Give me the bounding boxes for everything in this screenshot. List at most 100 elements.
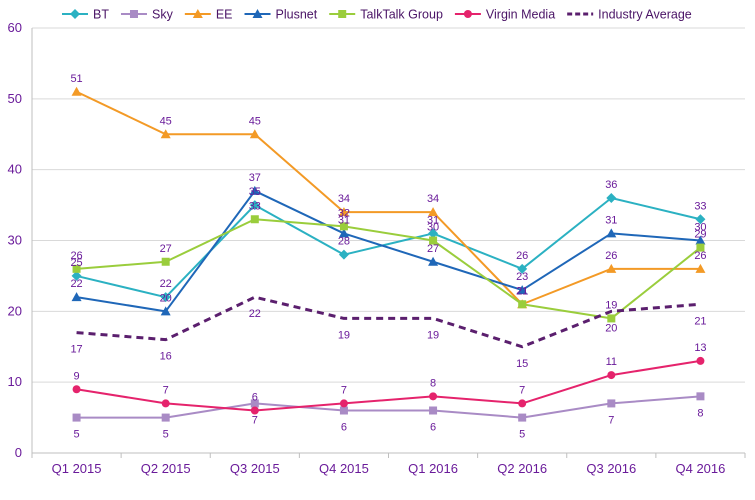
data-label-virgin-media: 9 <box>74 370 80 382</box>
marker-diamond <box>70 9 80 19</box>
x-tick-label: Q2 2015 <box>141 461 191 476</box>
marker-square <box>161 257 170 266</box>
data-label-virgin-media: 11 <box>606 356 617 368</box>
marker-square <box>518 413 527 422</box>
data-label-talktalk-group: 19 <box>605 299 617 311</box>
x-tick-label: Q4 2015 <box>319 461 369 476</box>
data-label-bt: 36 <box>605 179 617 191</box>
data-label-bt: 26 <box>516 250 528 262</box>
data-label-plusnet: 27 <box>427 243 439 255</box>
legend-item-plusnet: Plusnet <box>244 8 318 22</box>
data-label-talktalk-group: 27 <box>160 243 172 255</box>
marker-square <box>696 243 705 252</box>
x-tick-label: Q2 2016 <box>497 461 547 476</box>
marker-triangle <box>249 185 260 195</box>
series-industry-average <box>76 295 701 349</box>
marker-triangle <box>160 129 171 139</box>
legend-label-sky: Sky <box>152 8 174 22</box>
data-label-ee: 34 <box>338 193 350 205</box>
legend-item-sky: Sky <box>120 8 174 22</box>
data-label-ee: 34 <box>427 193 439 205</box>
data-label-sky: 5 <box>519 429 525 441</box>
marker-triangle <box>695 235 706 245</box>
data-label-virgin-media: 6 <box>252 392 258 404</box>
series-line-ee <box>76 90 701 306</box>
x-tick-label: Q3 2016 <box>586 461 636 476</box>
data-label-talktalk-group: 32 <box>338 207 350 219</box>
marker-diamond <box>428 228 439 239</box>
marker-diamond <box>606 193 617 203</box>
marker-square <box>338 10 347 18</box>
marker-circle <box>463 10 472 18</box>
data-label-plusnet: 22 <box>70 278 82 290</box>
x-tick-label: Q3 2015 <box>230 461 280 476</box>
marker-triangle <box>695 263 706 273</box>
data-label-industry-average: 20 <box>605 322 617 334</box>
data-label-industry-average: 16 <box>160 351 172 363</box>
data-label-plusnet: 23 <box>516 271 528 283</box>
data-label-talktalk-group: 26 <box>70 250 82 262</box>
data-label-virgin-media: 8 <box>430 377 436 389</box>
marker-circle <box>429 392 438 401</box>
data-label-ee: 45 <box>249 115 261 127</box>
data-label-ee: 26 <box>605 250 617 262</box>
x-tick-label: Q4 2016 <box>676 461 726 476</box>
y-tick-label: 20 <box>8 303 22 318</box>
legend-item-virgin-media: Virgin Media <box>454 8 555 22</box>
data-label-plusnet: 31 <box>605 214 617 226</box>
data-label-industry-average: 21 <box>694 315 706 327</box>
marker-square <box>607 314 616 323</box>
marker-square <box>518 300 527 309</box>
marker-triangle <box>606 228 617 238</box>
marker-diamond <box>71 270 82 281</box>
marker-square <box>696 392 705 401</box>
data-label-sky: 8 <box>697 407 703 419</box>
data-label-plusnet: 31 <box>338 214 350 226</box>
legend-label-virgin-media: Virgin Media <box>486 8 555 22</box>
legend-label-industry-average: Industry Average <box>598 8 692 22</box>
data-label-talktalk-group: 30 <box>427 222 439 234</box>
marker-circle <box>518 399 527 408</box>
data-label-sky: 6 <box>341 422 347 434</box>
marker-triangle <box>428 256 439 266</box>
marker-triangle <box>192 9 203 18</box>
data-label-plusnet: 20 <box>160 292 172 304</box>
marker-circle <box>696 356 705 365</box>
y-tick-label: 40 <box>8 162 22 177</box>
data-label-plusnet: 30 <box>694 222 706 234</box>
x-tick-label: Q1 2015 <box>52 461 102 476</box>
legend: BT Sky EE Plusnet TalkTalk Group Virgin Media… <box>62 8 692 22</box>
marker-square <box>250 399 259 408</box>
data-label-talktalk-group: 21 <box>516 285 528 297</box>
marker-diamond <box>338 249 349 260</box>
marker-triangle <box>71 86 82 96</box>
marker-circle <box>161 399 170 408</box>
data-label-virgin-media: 7 <box>519 384 525 396</box>
data-label-ee: 26 <box>694 250 706 262</box>
legend-item-bt: BT <box>62 8 109 22</box>
marker-square <box>429 236 438 245</box>
marker-diamond <box>160 292 171 303</box>
data-label-industry-average: 22 <box>249 308 261 320</box>
series-line-virgin-media <box>76 359 701 412</box>
marker-triangle <box>338 228 349 238</box>
data-label-sky: 5 <box>163 429 169 441</box>
marker-square <box>339 406 348 415</box>
data-label-sky: 7 <box>608 414 614 426</box>
data-label-bt: 31 <box>427 214 439 226</box>
series-sky <box>72 392 705 422</box>
series-bt <box>71 193 706 303</box>
data-label-bt: 35 <box>249 186 261 198</box>
series-line-sky <box>76 395 701 419</box>
marker-square <box>72 413 81 422</box>
series-line-bt <box>76 197 701 299</box>
data-label-bt: 25 <box>70 257 82 269</box>
x-tick-label: Q1 2016 <box>408 461 458 476</box>
legend-item-industry-average: Industry Average <box>567 8 692 22</box>
data-label-sky: 6 <box>430 422 436 434</box>
marker-diamond <box>249 200 260 211</box>
series-virgin-media <box>72 356 705 415</box>
marker-triangle <box>606 263 617 273</box>
series-plusnet <box>71 185 706 316</box>
